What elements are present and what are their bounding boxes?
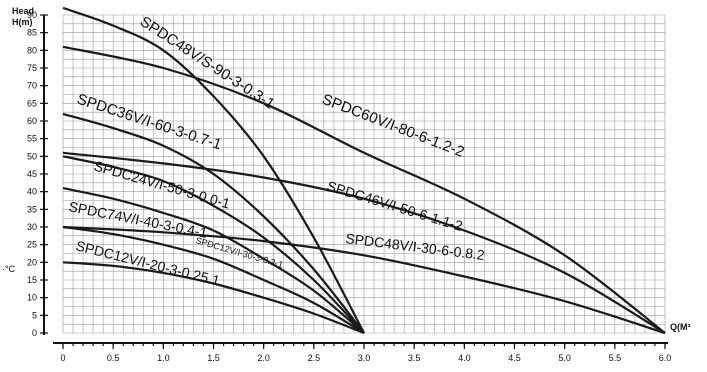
y-tick-label: 90 (27, 10, 37, 20)
y-tick-label: 70 (27, 81, 37, 91)
x-tick-label: 0 (60, 353, 65, 363)
tick-labels: 0 0.5 1.0 1.5 2.0 2.5 3.0 3.5 4.0 4.5 5.0 5.5 6.0 0 5 1… (27, 10, 671, 363)
y-tick-label: 85 (27, 28, 37, 38)
curve-label-2: SPDC36V/I-60-3-0.7-1 (75, 91, 224, 154)
y-tick-label: 55 (27, 134, 37, 144)
x-tick-label: 1.5 (207, 353, 220, 363)
x-tick-label: 1.0 (157, 353, 170, 363)
y-tick-label: 20 (27, 257, 37, 267)
y-tick-label: 0 (32, 328, 37, 338)
x-tick-label: 5.5 (609, 353, 622, 363)
y-tick-label: 50 (27, 151, 37, 161)
x-tick-label: 4.5 (508, 353, 521, 363)
curve-series-1 (62, 6, 365, 334)
y-tick-label: 75 (27, 63, 37, 73)
curve-series-2 (62, 112, 365, 334)
y-tick-label: 15 (27, 275, 37, 285)
y-tick-label: 80 (27, 45, 37, 55)
y-tick-label: 60 (27, 116, 37, 126)
curve-series-7 (62, 225, 365, 334)
curve-label-7: SPDC12V/I-30-3-0.3-1 (194, 235, 284, 270)
y-axis-title-line-2: H(m) (12, 17, 33, 27)
x-tick-label: 2.0 (257, 353, 270, 363)
y-axis-side-label: ·°C (2, 264, 16, 274)
curve-series-0 (62, 45, 666, 334)
curve-series-5 (62, 187, 365, 334)
x-tick-label: 3.0 (358, 353, 371, 363)
x-tick-label: 4.0 (458, 353, 471, 363)
x-tick-label: 0.5 (107, 353, 120, 363)
curve-series-6 (62, 225, 666, 335)
y-tick-label: 10 (27, 293, 37, 303)
y-tick-label: 45 (27, 169, 37, 179)
x-tick-label: 5.0 (558, 353, 571, 363)
x-tick-label: 3.5 (408, 353, 421, 363)
y-tick-label: 25 (27, 240, 37, 250)
x-tick-label: 2.5 (308, 353, 321, 363)
performance-curves (62, 6, 666, 335)
curve-label-3: SPDC46V/I-50-6-1.1-2 (325, 178, 465, 235)
curve-series-3 (62, 151, 666, 334)
x-axis-title: Q(M³ (670, 322, 691, 332)
curve-label-1: SPDC48V/S-90-3-0.3-1 (137, 13, 278, 113)
y-axis-title-line-1: Head (12, 6, 34, 16)
curve-series-4 (62, 155, 365, 334)
y-tick-label: 40 (27, 187, 37, 197)
x-tick-label: 6.0 (659, 353, 672, 363)
chart-grid (62, 14, 666, 334)
y-tick-label: 5 (32, 310, 37, 320)
y-tick-label: 35 (27, 204, 37, 214)
y-tick-label: 65 (27, 98, 37, 108)
y-tick-label: 30 (27, 222, 37, 232)
curve-series-8 (62, 261, 365, 335)
curve-label-6: SPDC48V/I-30-6-0.8.2 (345, 230, 486, 263)
